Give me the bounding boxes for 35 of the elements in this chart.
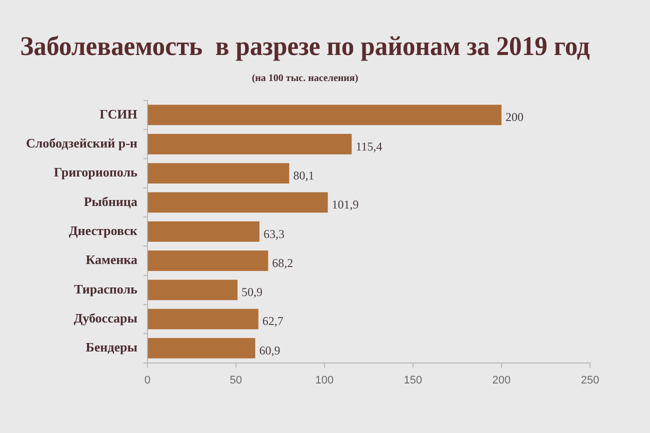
data-label: 50,9: [242, 285, 263, 300]
x-tick-label: 50: [230, 374, 242, 386]
chart-title: Заболеваемость в разрезе по районам за 2019 год: [20, 32, 591, 62]
y-tick-label: Каменка: [86, 252, 138, 268]
data-label: 200: [505, 110, 524, 124]
bar: [148, 308, 258, 330]
y-tick-label: ГСИН: [100, 106, 138, 122]
bar: [148, 221, 260, 242]
data-label: 80,1: [293, 168, 314, 182]
bar: [148, 163, 290, 184]
y-tick-label: Григориополь: [54, 164, 138, 180]
y-tick-label: Тирасполь: [74, 281, 138, 296]
chart-subtitle: (на 100 тыс. населения): [252, 72, 358, 84]
data-label: 115,4: [356, 139, 382, 154]
x-tick-label: 250: [580, 374, 600, 386]
data-label: 60,9: [259, 343, 280, 358]
y-tick-label: Днестровск: [68, 222, 138, 238]
bar: [148, 134, 352, 154]
bar: [148, 192, 328, 213]
x-tick-label: 0: [144, 374, 150, 386]
x-tick-label: 200: [492, 374, 511, 386]
bar: [148, 250, 268, 271]
y-tick-label: Дубоссары: [74, 310, 138, 326]
data-label: 63,3: [263, 226, 284, 241]
bar: [148, 280, 238, 300]
y-tick-label: Бендеры: [86, 340, 138, 355]
data-label: 68,2: [272, 256, 294, 270]
y-tick-label: Слободзейский р-н: [26, 135, 138, 150]
x-tick-label: 150: [404, 374, 422, 386]
bar: [148, 338, 256, 358]
data-label: 62,7: [262, 314, 284, 328]
bar: [148, 104, 502, 126]
data-label: 101,9: [332, 198, 359, 212]
y-tick-label: Рыбница: [84, 194, 138, 209]
x-tick-label: 100: [315, 374, 334, 386]
